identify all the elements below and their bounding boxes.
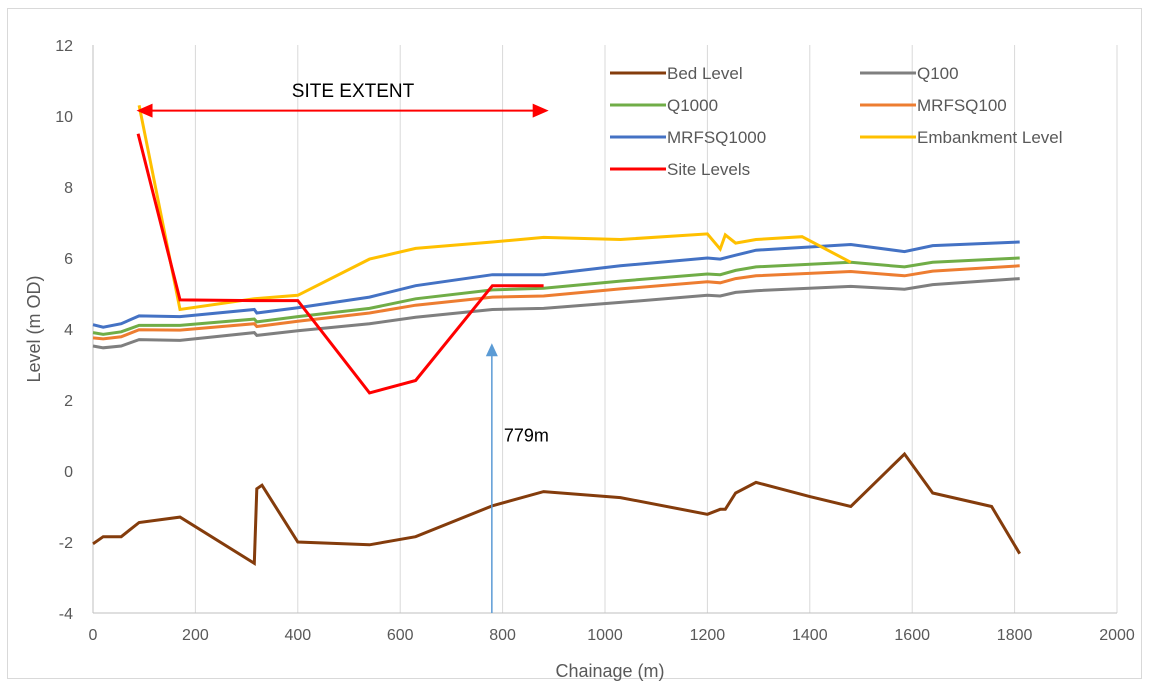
series-lines <box>92 105 1021 566</box>
chart-border <box>7 8 1142 679</box>
series-line-q1000 <box>92 256 1020 336</box>
site-extent-arrowhead-left <box>136 103 153 118</box>
x-tick-label: 400 <box>284 627 311 644</box>
x-tick-label: 1400 <box>792 627 828 644</box>
chainage-marker-arrowhead <box>485 343 498 357</box>
y-tick-label: 8 <box>64 180 73 197</box>
y-tick-label: 0 <box>64 464 73 481</box>
chainage-marker-label: 779m <box>504 426 549 446</box>
x-tick-label: 0 <box>89 627 98 644</box>
series-line-site-levels <box>136 133 544 395</box>
x-tick-label: 800 <box>489 627 516 644</box>
x-tick-label: 1800 <box>997 627 1033 644</box>
x-axis-title: Chainage (m) <box>555 661 664 681</box>
x-tick-label: 200 <box>182 627 209 644</box>
x-tick-label: 1200 <box>690 627 726 644</box>
legend-label-q1000: Q1000 <box>667 96 718 115</box>
annotations: SITE EXTENT 779m <box>136 81 549 613</box>
y-tick-label: 2 <box>64 393 73 410</box>
legend-label-site-levels: Site Levels <box>667 160 750 179</box>
y-tick-label: -2 <box>59 535 73 552</box>
series-line-q100 <box>92 277 1020 350</box>
legend-label-mrfsq1000: MRFSQ1000 <box>667 128 766 147</box>
legend-label-bed-level: Bed Level <box>667 64 743 83</box>
series-line-embankment-level <box>137 105 852 312</box>
y-tick-label: -4 <box>59 606 73 623</box>
site-extent-label: SITE EXTENT <box>292 81 415 102</box>
y-tick-label: 6 <box>64 251 73 268</box>
y-tick-label: 10 <box>55 109 73 126</box>
y-tick-label: 4 <box>64 322 73 339</box>
site-extent-arrowhead-right <box>532 103 549 118</box>
series-line-bed-level <box>92 451 1021 566</box>
y-axis-title: Level (m OD) <box>24 275 44 382</box>
axes: 0 200 400 600 800 1000 1200 1400 1600 1800 2000 -4 -… <box>55 38 1135 644</box>
legend: Bed Level Q100 Q1000 MRFSQ100 MRFSQ1000 Emban… <box>610 64 1063 179</box>
x-tick-label: 600 <box>387 627 414 644</box>
x-tick-label: 1600 <box>894 627 930 644</box>
series-line-mrfsq100 <box>92 264 1020 341</box>
y-tick-label: 12 <box>55 38 73 55</box>
legend-label-q100: Q100 <box>917 64 959 83</box>
legend-label-mrfsq100: MRFSQ100 <box>917 96 1007 115</box>
x-tick-label: 2000 <box>1099 627 1135 644</box>
legend-label-embankment-level: Embankment Level <box>917 128 1063 147</box>
x-tick-label: 1000 <box>587 627 623 644</box>
